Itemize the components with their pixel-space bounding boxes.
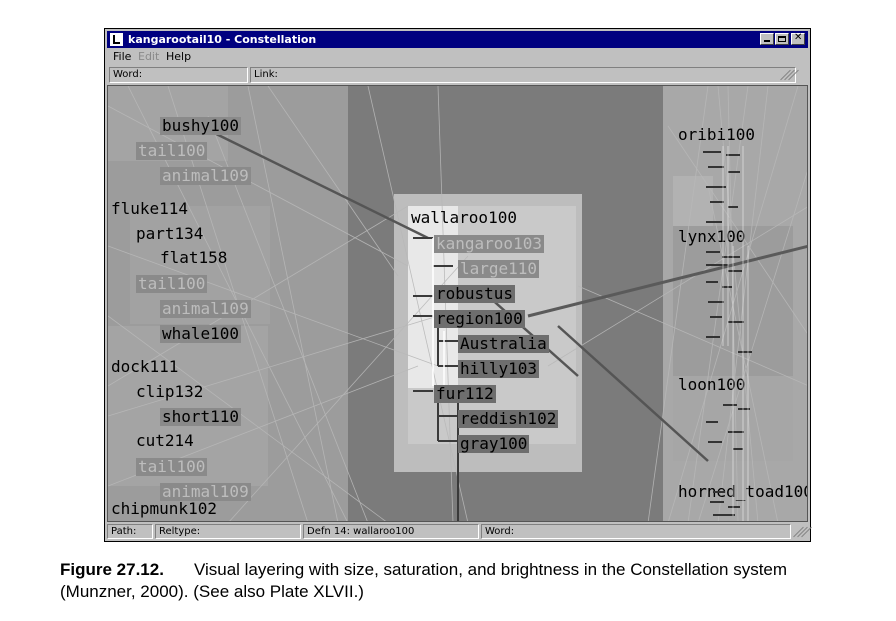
minimize-button[interactable] xyxy=(760,33,774,45)
node-part134[interactable]: part134 xyxy=(136,224,204,243)
menu-file[interactable]: File xyxy=(113,50,132,63)
link-field[interactable]: Link: xyxy=(250,67,799,83)
word-field[interactable]: Word: xyxy=(109,67,248,83)
node-region100[interactable]: region100 xyxy=(434,309,525,328)
node-cut214[interactable]: cut214 xyxy=(136,431,194,450)
node-whale100[interactable]: whale100 xyxy=(160,324,242,343)
node-wallaroo100[interactable]: wallaroo100 xyxy=(411,208,517,227)
resize-grip-icon[interactable] xyxy=(780,68,799,83)
node-hilly103[interactable]: hilly103 xyxy=(458,359,540,378)
node-chipmunk102[interactable]: chipmunk102 xyxy=(111,499,217,518)
node-animal109[interactable]: animal109 xyxy=(160,166,251,185)
menu-help[interactable]: Help xyxy=(166,50,192,63)
title-bar[interactable]: kangarootail10 - Constellation xyxy=(107,31,808,48)
node-loon100[interactable]: loon100 xyxy=(678,375,746,394)
distant-node-clusters xyxy=(703,146,752,521)
node-fur112[interactable]: fur112 xyxy=(434,384,496,403)
node-kangaroo103[interactable]: kangaroo103 xyxy=(434,234,544,253)
window-title: kangarootail10 - Constellation xyxy=(128,33,317,46)
field-bar: Word: Link: xyxy=(107,67,808,84)
node-oribi100[interactable]: oribi100 xyxy=(678,125,756,144)
layer-box xyxy=(673,176,713,226)
figure-caption: Figure 27.12. Visual layering with size, … xyxy=(60,559,860,603)
graph-edges xyxy=(108,86,807,521)
node-flat158[interactable]: flat158 xyxy=(160,248,228,267)
node-animal109[interactable]: animal109 xyxy=(160,299,251,318)
menu-edit[interactable]: Edit xyxy=(138,50,160,63)
definition-field: Defn 14: wallaroo100 xyxy=(303,524,479,539)
node-bushy100[interactable]: bushy100 xyxy=(160,116,242,135)
application-window: kangarootail10 - Constellation File Edit… xyxy=(104,28,812,542)
node-lynx100[interactable]: lynx100 xyxy=(678,227,746,246)
node-short110[interactable]: short110 xyxy=(160,407,242,426)
close-button[interactable] xyxy=(791,32,805,45)
reltype-field[interactable]: Reltype: xyxy=(155,524,301,539)
status-word-field[interactable]: Word: xyxy=(481,524,791,539)
node-animal109[interactable]: animal109 xyxy=(160,482,251,501)
node-robustus[interactable]: robustus xyxy=(434,284,516,303)
node-fluke114[interactable]: fluke114 xyxy=(111,199,189,218)
figure-label: Figure 27.12. xyxy=(60,560,164,579)
node-gray100[interactable]: gray100 xyxy=(458,434,530,453)
node-dock111[interactable]: dock111 xyxy=(111,357,179,376)
resize-grip-icon[interactable] xyxy=(793,525,812,540)
menu-bar: File Edit Help xyxy=(107,49,808,65)
node-tail100[interactable]: tail100 xyxy=(136,141,208,160)
node-horned-toad100[interactable]: horned_toad100 xyxy=(678,482,808,501)
node-australia[interactable]: Australia xyxy=(458,334,549,353)
status-bar: Path: Reltype: Defn 14: wallaroo100 Word… xyxy=(107,523,812,540)
node-reddish102[interactable]: reddish102 xyxy=(458,409,559,428)
path-field[interactable]: Path: xyxy=(107,524,153,539)
node-clip132[interactable]: clip132 xyxy=(136,382,204,401)
node-large110[interactable]: large110 xyxy=(458,259,540,278)
link-field-label: Link: xyxy=(254,69,278,80)
maximize-button[interactable] xyxy=(775,33,789,45)
app-icon[interactable] xyxy=(110,33,123,46)
node-tail100[interactable]: tail100 xyxy=(136,274,208,293)
caption-text: Visual layering with size, saturation, a… xyxy=(60,560,788,601)
node-tail100[interactable]: tail100 xyxy=(136,457,208,476)
graph-canvas[interactable]: bushy100 tail100 animal109 fluke114 part… xyxy=(107,85,808,522)
